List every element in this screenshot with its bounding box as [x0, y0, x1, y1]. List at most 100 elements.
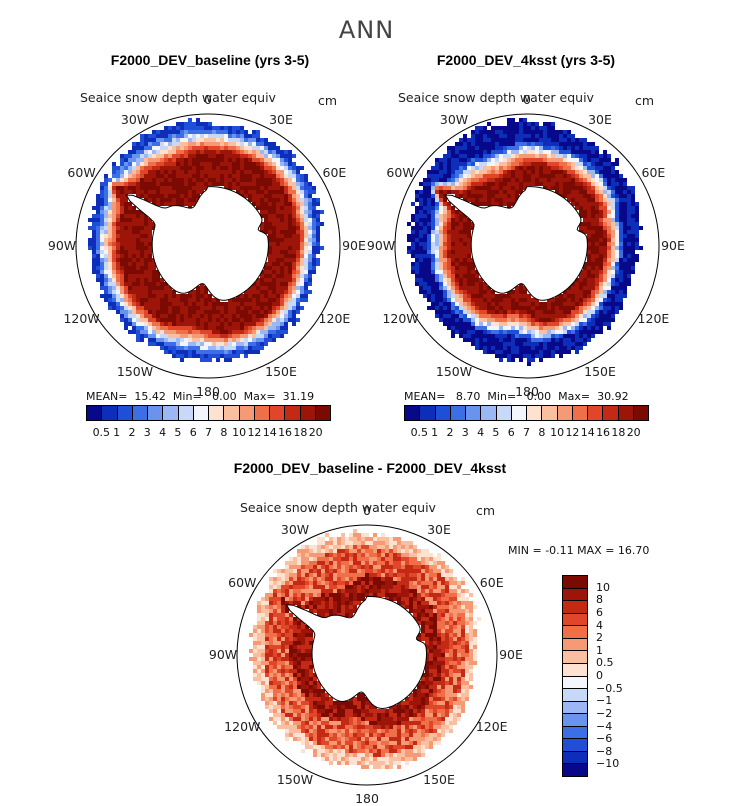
sea-ice-cell [273, 589, 277, 593]
sea-ice-cell [269, 665, 273, 669]
sea-ice-cell [301, 733, 305, 737]
sea-ice-cell [301, 725, 305, 729]
sea-ice-cell [293, 721, 297, 725]
sea-ice-cell [289, 629, 293, 633]
sea-ice-cell [289, 577, 293, 581]
sea-ice-cell [273, 693, 277, 697]
sea-ice-cell [305, 717, 309, 721]
sea-ice-cell [273, 653, 277, 657]
sea-ice-cell [257, 673, 261, 677]
sea-ice-cell [269, 685, 273, 689]
sea-ice-cell [309, 561, 313, 565]
sea-ice-cell [313, 565, 317, 569]
sea-ice-cell [265, 609, 269, 613]
sea-ice-cell [277, 685, 281, 689]
sea-ice-cell [269, 693, 273, 697]
sea-ice-cell [277, 665, 281, 669]
sea-ice-cell [289, 617, 293, 621]
sea-ice-cell [297, 649, 301, 653]
sea-ice-cell [273, 677, 277, 681]
sea-ice-cell [277, 645, 281, 649]
sea-ice-cell [313, 601, 317, 605]
sea-ice-cell [289, 709, 293, 713]
sea-ice-cell [285, 597, 289, 601]
sea-ice-cell [297, 733, 301, 737]
sea-ice-cell [313, 577, 317, 581]
sea-ice-cell [281, 693, 285, 697]
sea-ice-cell [265, 625, 269, 629]
sea-ice-cell [313, 697, 317, 701]
sea-ice-cell [285, 633, 289, 637]
sea-ice-cell [261, 669, 265, 673]
sea-ice-cell [285, 661, 289, 665]
sea-ice-cell [309, 673, 313, 677]
sea-ice-cell [309, 577, 313, 581]
sea-ice-cell [285, 577, 289, 581]
sea-ice-cell [293, 557, 297, 561]
sea-ice-cell [301, 661, 305, 665]
sea-ice-cell [289, 717, 293, 721]
sea-ice-cell [313, 569, 317, 573]
sea-ice-cell [317, 693, 321, 697]
sea-ice-cell [265, 621, 269, 625]
sea-ice-cell [297, 661, 301, 665]
sea-ice-cell [301, 669, 305, 673]
sea-ice-cell [313, 741, 317, 745]
sea-ice-cell [277, 629, 281, 633]
sea-ice-cell [257, 641, 261, 645]
sea-ice-cell [297, 553, 301, 557]
sea-ice-cell [257, 613, 261, 617]
sea-ice-cell [297, 729, 301, 733]
sea-ice-cell [313, 753, 317, 757]
sea-ice-cell [261, 617, 265, 621]
sea-ice-cell [265, 697, 269, 701]
sea-ice-cell [281, 681, 285, 685]
sea-ice-cell [277, 709, 281, 713]
sea-ice-cell [277, 585, 281, 589]
sea-ice-cell [281, 625, 285, 629]
sea-ice-cell [265, 673, 269, 677]
sea-ice-cell [285, 565, 289, 569]
sea-ice-cell [313, 553, 317, 557]
sea-ice-cell [277, 661, 281, 665]
sea-ice-cell [285, 609, 289, 613]
sea-ice-cell [289, 733, 293, 737]
sea-ice-cell [277, 633, 281, 637]
sea-ice-cell [309, 729, 313, 733]
sea-ice-cell [285, 589, 289, 593]
sea-ice-cell [301, 677, 305, 681]
sea-ice-cell [293, 589, 297, 593]
sea-ice-cell [289, 689, 293, 693]
sea-ice-cell [301, 553, 305, 557]
sea-ice-cell [317, 749, 321, 753]
sea-ice-cell [313, 573, 317, 577]
sea-ice-cell [269, 585, 273, 589]
sea-ice-cell [301, 637, 305, 641]
sea-ice-cell [265, 701, 269, 705]
sea-ice-cell [289, 645, 293, 649]
sea-ice-cell [277, 601, 281, 605]
sea-ice-cell [313, 733, 317, 737]
sea-ice-cell [281, 633, 285, 637]
sea-ice-cell [273, 613, 277, 617]
sea-ice-cell [269, 593, 273, 597]
sea-ice-cell [281, 669, 285, 673]
sea-ice-cell [297, 669, 301, 673]
sea-ice-cell [289, 585, 293, 589]
sea-ice-cell [285, 709, 289, 713]
sea-ice-cell [249, 633, 253, 637]
sea-ice-cell [273, 645, 277, 649]
sea-ice-cell [297, 705, 301, 709]
sea-ice-cell [285, 701, 289, 705]
sea-ice-cell [257, 649, 261, 653]
sea-ice-cell [297, 625, 301, 629]
sea-ice-cell [309, 705, 313, 709]
sea-ice-cell [293, 681, 297, 685]
sea-ice-cell [305, 545, 309, 549]
sea-ice-cell [301, 545, 305, 549]
sea-ice-cell [253, 673, 257, 677]
sea-ice-cell [305, 557, 309, 561]
sea-ice-cell [289, 625, 293, 629]
sea-ice-cell [261, 649, 265, 653]
